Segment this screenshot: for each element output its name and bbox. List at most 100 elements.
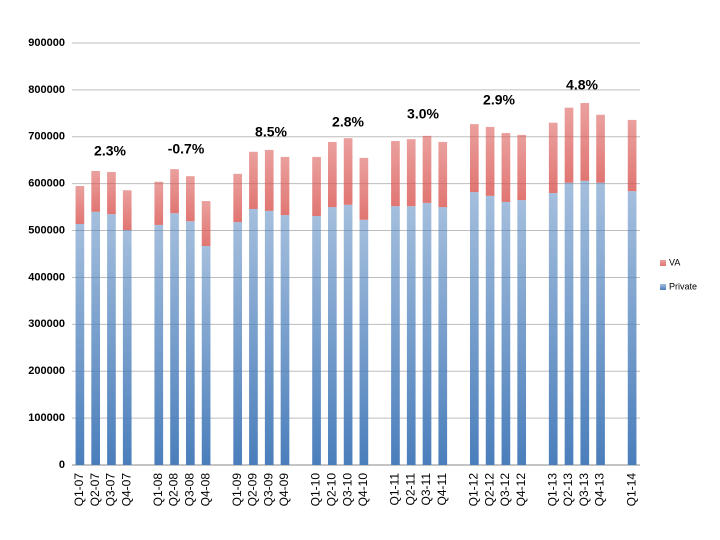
y-tick-label: 400000 [28, 271, 65, 283]
y-tick-label: 0 [59, 459, 65, 471]
bar-segment [359, 219, 369, 465]
bar-segment [154, 181, 164, 225]
x-tick-label: Q1-13 [545, 473, 559, 507]
x-tick-label: Q1-10 [309, 473, 323, 507]
bar-segment [596, 114, 605, 183]
y-tick-label: 500000 [28, 224, 65, 236]
bar-segment [264, 149, 274, 211]
x-tick-label: Q4-10 [356, 473, 370, 507]
x-tick-label: Q1-11 [388, 473, 402, 506]
y-tick-label: 800000 [28, 84, 65, 96]
y-tick-label: 600000 [28, 178, 65, 190]
y-tick-label: 200000 [28, 365, 65, 377]
x-tick-label: Q2-07 [88, 473, 102, 507]
bar-segment [564, 182, 574, 465]
annotation: 8.5% [255, 124, 287, 140]
x-tick-label: Q1-12 [467, 473, 481, 507]
bar-segment [359, 157, 369, 220]
bar-segment [469, 192, 479, 465]
annotation: 3.0% [407, 106, 439, 122]
x-tick-label: Q1-14 [624, 473, 638, 507]
bar-segment [170, 213, 179, 465]
x-tick-label: Q1-07 [72, 473, 86, 507]
bar-segment [627, 191, 637, 465]
bar-segment [264, 210, 274, 465]
bar-segment [627, 119, 637, 192]
bar-segment [154, 224, 164, 465]
bar-segment [201, 201, 211, 247]
bar-segment [327, 207, 337, 465]
bar-segment [327, 141, 337, 208]
x-tick-label: Q3-08 [183, 473, 197, 507]
bar-segment [501, 201, 511, 465]
bar-segment [438, 141, 448, 208]
x-tick-label: Q1-08 [151, 473, 165, 507]
bar-segment [485, 126, 495, 196]
bar-segment [596, 182, 605, 465]
bar-segment [422, 202, 432, 465]
bar-segment [580, 103, 590, 181]
bar-segment [201, 246, 211, 465]
bar-segment [249, 208, 258, 465]
x-tick-label: Q4-13 [593, 473, 607, 507]
x-tick-label: Q2-11 [403, 473, 417, 506]
bar-segment [517, 200, 527, 466]
x-tick-label: Q2-13 [561, 473, 575, 507]
bar-segment [564, 107, 574, 183]
annotation: 2.9% [483, 92, 515, 108]
x-tick-label: Q2-10 [325, 473, 339, 507]
bar-segment [485, 195, 495, 465]
x-tick-label: Q4-09 [277, 473, 291, 507]
bar-segment [280, 215, 290, 465]
x-tick-label: Q3-09 [261, 473, 275, 507]
bar-segment [422, 135, 432, 203]
x-tick-label: Q2-09 [246, 473, 260, 507]
x-tick-label: Q4-07 [119, 473, 133, 507]
bar-segment [122, 190, 132, 231]
legend-swatch [660, 260, 666, 266]
x-tick-label: Q3-13 [577, 473, 591, 507]
bar-segment [122, 230, 132, 465]
legend-swatch [660, 284, 666, 290]
bar-segment [312, 156, 321, 217]
y-tick-label: 900000 [28, 37, 65, 49]
bar-segment [406, 206, 416, 465]
bar-segment [249, 151, 258, 209]
bar-segment [280, 156, 290, 216]
bar-segment [170, 169, 179, 214]
legend-label: VA [669, 257, 680, 267]
legend-label: Private [669, 281, 697, 291]
x-tick-label: Q3-12 [498, 473, 512, 507]
bar-segment [438, 207, 448, 465]
x-tick-label: Q4-12 [514, 473, 528, 507]
x-tick-label: Q3-07 [104, 473, 118, 507]
annotation: 2.8% [332, 114, 364, 130]
bar-segment [517, 134, 527, 201]
annotation: -0.7% [168, 141, 205, 157]
bar-segment [469, 124, 479, 193]
x-tick-label: Q3-10 [340, 473, 354, 507]
x-tick-label: Q3-11 [419, 473, 433, 506]
bar-segment [233, 222, 243, 465]
bar-segment [343, 204, 353, 465]
bar-segment [91, 171, 101, 212]
bar-segment [233, 173, 243, 223]
bar-segment [501, 133, 511, 202]
bar-segment [185, 176, 195, 222]
annotation: 4.8% [566, 77, 598, 93]
bar-segment [580, 180, 590, 465]
bar-segment [406, 139, 416, 207]
bar-segment [343, 138, 353, 205]
bar-segment [391, 140, 400, 207]
x-tick-label: Q4-11 [435, 473, 449, 506]
y-tick-label: 100000 [28, 412, 65, 424]
bar-segment [75, 223, 85, 465]
x-tick-label: Q2-08 [167, 473, 181, 507]
bar-segment [391, 206, 400, 465]
bar-segment [91, 211, 101, 465]
bar-segment [75, 186, 85, 224]
bar-segment [312, 216, 321, 465]
x-tick-label: Q4-08 [198, 473, 212, 507]
y-tick-label: 300000 [28, 318, 65, 330]
